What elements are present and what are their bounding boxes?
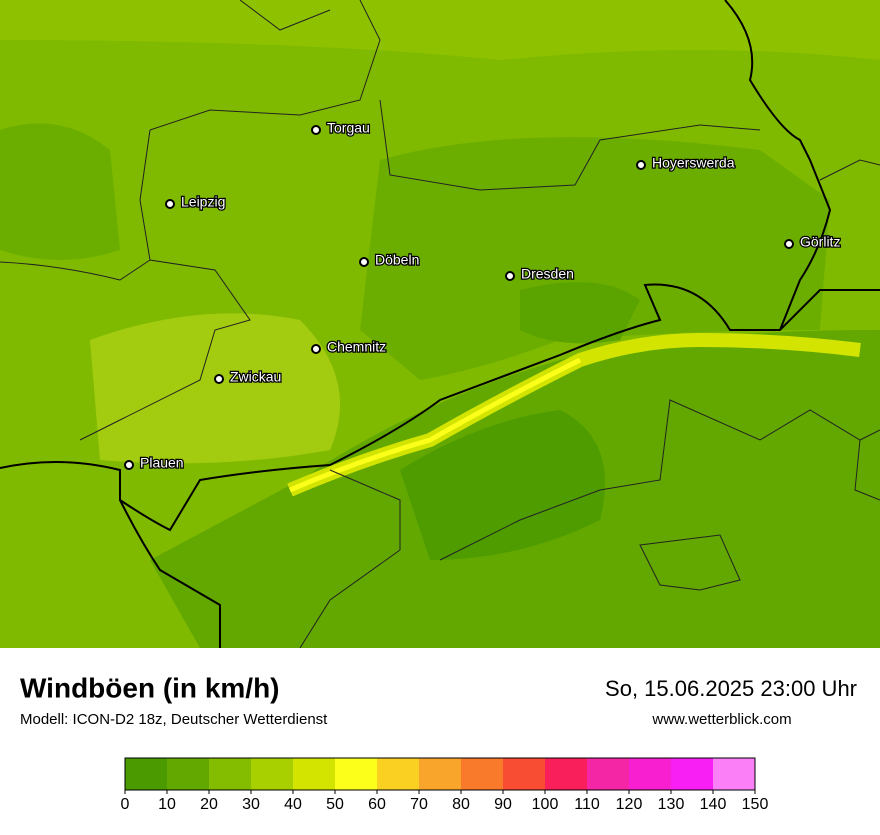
colorbar-tick-label: 0: [121, 796, 130, 813]
colorbar-bin: [419, 758, 461, 790]
colorbar-tick-label: 20: [200, 796, 218, 813]
city-label: Torgau: [327, 120, 370, 136]
city-marker: [165, 199, 175, 209]
city-marker: [359, 257, 369, 267]
title: Windböen (in km/h): [20, 672, 280, 703]
colorbar-tick-label: 130: [658, 796, 685, 813]
city-marker: [311, 125, 321, 135]
city-label: Chemnitz: [327, 339, 386, 355]
colorbar-bin: [167, 758, 209, 790]
colorbar-tick-label: 40: [284, 796, 302, 813]
terrain: [400, 410, 605, 560]
city-label: Dresden: [521, 266, 574, 282]
subtitle: Modell: ICON-D2 18z, Deutscher Wetterdie…: [20, 711, 328, 728]
colorbar-bin: [209, 758, 251, 790]
colorbar: 0 10 20 30 40 50 60 70 80 90 100 110 120 130 140 150: [121, 757, 769, 813]
city-label: Görlitz: [800, 234, 840, 250]
colorbar-bin: [461, 758, 503, 790]
colorbar-tick-label: 80: [452, 796, 470, 813]
footer: [0, 648, 880, 830]
terrain: [90, 313, 340, 464]
city-label: Plauen: [140, 455, 184, 471]
colorbar-bin: [671, 758, 713, 790]
colorbar-bin: [545, 758, 587, 790]
city-label: Leipzig: [181, 194, 225, 210]
city-label: Döbeln: [375, 252, 419, 268]
terrain: [0, 0, 880, 60]
colorbar-bin: [251, 758, 293, 790]
colorbar-bin: [503, 758, 545, 790]
datetime: So, 15.06.2025 23:00 Uhr: [605, 676, 857, 701]
colorbar-tick-label: 100: [532, 796, 559, 813]
city-label: Zwickau: [230, 369, 281, 385]
terrain: [520, 282, 640, 344]
colorbar-bin: [587, 758, 629, 790]
colorbar-bin: [293, 758, 335, 790]
city-label: Hoyerswerda: [652, 155, 735, 171]
terrain: [360, 137, 830, 380]
colorbar-frame: [124, 757, 756, 791]
city-marker: [214, 374, 224, 384]
colorbar-bin: [629, 758, 671, 790]
colorbar-tick-label: 60: [368, 796, 386, 813]
colorbar-tick-label: 150: [742, 796, 769, 813]
colorbar-bin: [377, 758, 419, 790]
city-marker: [636, 160, 646, 170]
colorbar-tick-label: 30: [242, 796, 260, 813]
colorbar-tick-label: 10: [158, 796, 176, 813]
colorbar-bin: [713, 758, 755, 790]
colorbar-tick-label: 120: [616, 796, 643, 813]
cities: Torgau Leipzig Döbeln Dresden Hoyerswerda Gör…: [124, 118, 842, 472]
colorbar-tick-label: 90: [494, 796, 512, 813]
borders: [0, 0, 880, 648]
map: Torgau Leipzig Döbeln Dresden Hoyerswerda Gör…: [0, 0, 880, 649]
city-marker: [311, 344, 321, 354]
colorbar-tick-label: 140: [700, 796, 727, 813]
colorbar-tick-label: 70: [410, 796, 428, 813]
terrain: [0, 123, 120, 260]
city-marker: [124, 460, 134, 470]
colorbar-bin: [335, 758, 377, 790]
district-borders: [0, 0, 880, 649]
website: www.wetterblick.com: [651, 711, 791, 728]
city-marker: [784, 239, 794, 249]
colorbar-tick-label: 50: [326, 796, 344, 813]
colorbar-bin: [125, 758, 167, 790]
colorbar-tick-label: 110: [574, 796, 600, 813]
city-marker: [505, 271, 515, 281]
